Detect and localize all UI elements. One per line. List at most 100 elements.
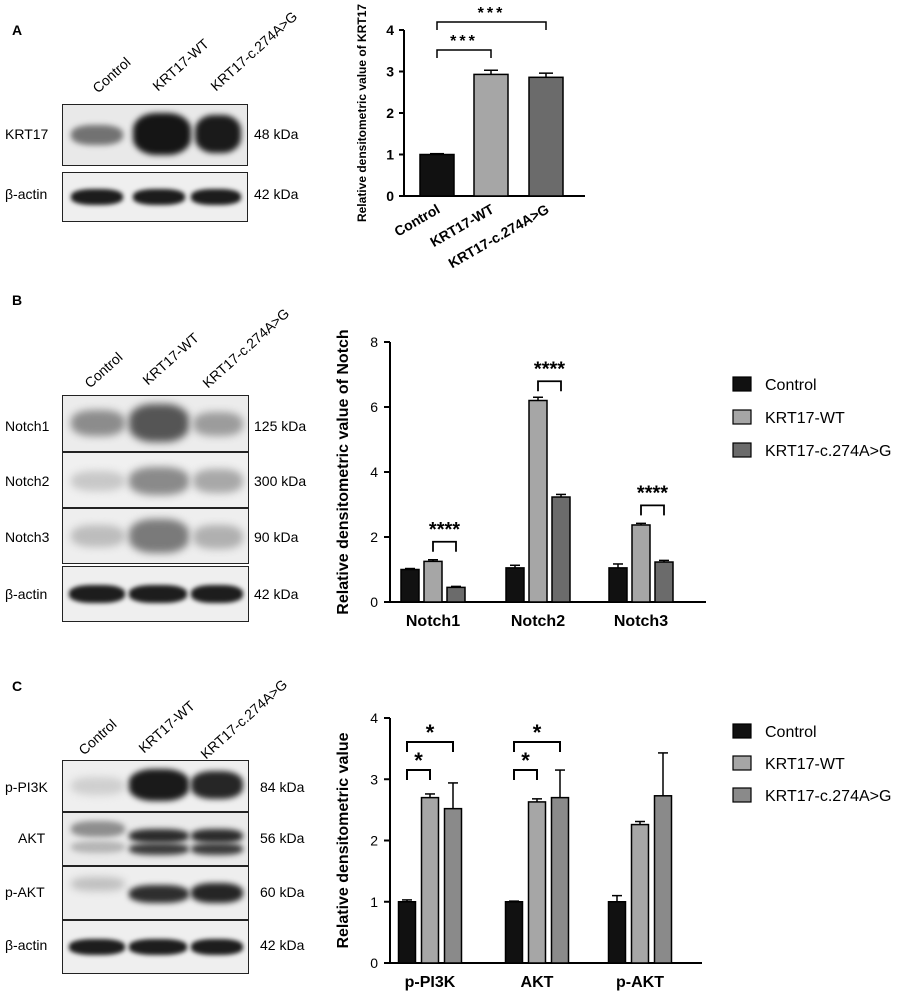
kda-label-krt17: 48 kDa bbox=[254, 126, 299, 142]
band bbox=[191, 939, 243, 955]
bar bbox=[473, 73, 509, 197]
band bbox=[129, 769, 189, 801]
blot-beta-actin-a bbox=[62, 172, 248, 222]
y-tick-label: 2 bbox=[386, 105, 394, 121]
y-tick-label: 2 bbox=[370, 529, 378, 545]
band bbox=[129, 939, 187, 955]
kda-label-notch3: 90 kDa bbox=[254, 529, 299, 545]
band bbox=[129, 885, 189, 903]
row-label-akt: AKT bbox=[18, 830, 46, 846]
row-label-beta-actin-a: β-actin bbox=[5, 186, 48, 202]
blot-notch1 bbox=[62, 395, 249, 452]
legend-swatch bbox=[732, 376, 752, 392]
legend-label: KRT17-WT bbox=[765, 410, 845, 427]
row-label-notch1: Notch1 bbox=[5, 418, 50, 434]
significance-label: * bbox=[414, 748, 423, 773]
band bbox=[71, 525, 125, 547]
band bbox=[71, 841, 125, 853]
band bbox=[193, 525, 243, 549]
y-axis-label: Relative densitometric value of KRT17 bbox=[355, 4, 369, 222]
legend-label: KRT17-WT bbox=[765, 756, 845, 773]
y-tick-label: 0 bbox=[370, 955, 378, 971]
x-tick-label: p-PI3K bbox=[405, 974, 456, 991]
blot-p-pi3k bbox=[62, 760, 249, 812]
panel-letter-b: B bbox=[12, 292, 23, 308]
band bbox=[191, 189, 241, 205]
x-tick-label: Notch3 bbox=[614, 613, 668, 630]
band bbox=[71, 777, 125, 795]
blot-notch3 bbox=[62, 508, 249, 564]
significance-label: *** bbox=[450, 33, 478, 50]
bar bbox=[420, 796, 440, 964]
bar bbox=[528, 76, 564, 197]
lane-label-krt17-wt: KRT17-WT bbox=[149, 35, 212, 94]
bar bbox=[423, 560, 443, 603]
legend-label: Control bbox=[765, 724, 817, 741]
legend-swatch bbox=[732, 755, 752, 771]
band bbox=[71, 189, 123, 205]
panel-letter-a: A bbox=[12, 22, 23, 38]
legend-label: KRT17-c.274A>G bbox=[765, 443, 891, 460]
band bbox=[191, 843, 243, 855]
kda-label-notch2: 300 kDa bbox=[254, 473, 307, 489]
band bbox=[191, 829, 243, 843]
row-label-beta-actin-c: β-actin bbox=[5, 937, 48, 953]
lane-label-control: Control bbox=[81, 348, 126, 391]
significance-bracket bbox=[640, 504, 665, 516]
blot-beta-actin-b bbox=[62, 566, 249, 622]
significance-label: **** bbox=[637, 482, 668, 504]
band-control bbox=[71, 125, 123, 145]
bar bbox=[443, 807, 463, 964]
band bbox=[129, 404, 189, 442]
significance-bracket bbox=[436, 49, 492, 58]
row-label-p-akt: p-AKT bbox=[5, 884, 45, 900]
bar bbox=[504, 901, 524, 964]
band bbox=[129, 519, 189, 553]
band bbox=[129, 467, 189, 495]
kda-label-beta-actin-a: 42 kDa bbox=[254, 186, 299, 202]
band bbox=[69, 939, 125, 955]
bar bbox=[653, 795, 673, 964]
bar bbox=[631, 524, 651, 603]
row-label-notch2: Notch2 bbox=[5, 473, 50, 489]
blot-krt17 bbox=[62, 104, 248, 166]
legend-swatch bbox=[732, 787, 752, 803]
y-tick-label: 4 bbox=[370, 464, 378, 480]
significance-label: **** bbox=[429, 519, 460, 541]
band bbox=[191, 883, 243, 903]
kda-label-p-pi3k: 84 kDa bbox=[260, 779, 305, 795]
blot-notch2 bbox=[62, 452, 249, 508]
y-tick-label: 6 bbox=[370, 399, 378, 415]
bar bbox=[397, 901, 417, 964]
lane-label-krt17-mutant: KRT17-c.274A>G bbox=[207, 8, 301, 95]
significance-bracket bbox=[406, 741, 454, 752]
y-tick-label: 3 bbox=[386, 64, 394, 80]
significance-label: *** bbox=[478, 5, 506, 22]
row-label-p-pi3k: p-PI3K bbox=[5, 779, 48, 795]
bar bbox=[654, 561, 674, 603]
significance-bracket bbox=[513, 741, 561, 752]
y-tick-label: 3 bbox=[370, 771, 378, 787]
y-tick-label: 1 bbox=[370, 894, 378, 910]
significance-label: * bbox=[426, 720, 435, 745]
y-axis-label: Relative densitometric value bbox=[335, 732, 352, 948]
band bbox=[71, 821, 125, 837]
bar bbox=[550, 796, 570, 964]
lane-label-krt17-mutant: KRT17-c.274A>G bbox=[199, 305, 293, 391]
band bbox=[193, 469, 243, 493]
significance-bracket bbox=[406, 769, 431, 780]
bar bbox=[608, 567, 628, 603]
bar bbox=[505, 567, 525, 603]
significance-bracket bbox=[436, 21, 547, 30]
band bbox=[193, 412, 243, 436]
x-tick-label: Notch2 bbox=[511, 613, 565, 630]
bar bbox=[607, 901, 627, 964]
blot-p-akt bbox=[62, 866, 249, 920]
kda-label-notch1: 125 kDa bbox=[254, 418, 307, 434]
blot-akt bbox=[62, 812, 249, 866]
lane-label-krt17-mutant: KRT17-c.274A>G bbox=[197, 676, 291, 762]
panel-letter-c: C bbox=[12, 678, 23, 694]
band bbox=[133, 189, 185, 205]
bar bbox=[400, 568, 420, 603]
bar bbox=[419, 153, 455, 197]
